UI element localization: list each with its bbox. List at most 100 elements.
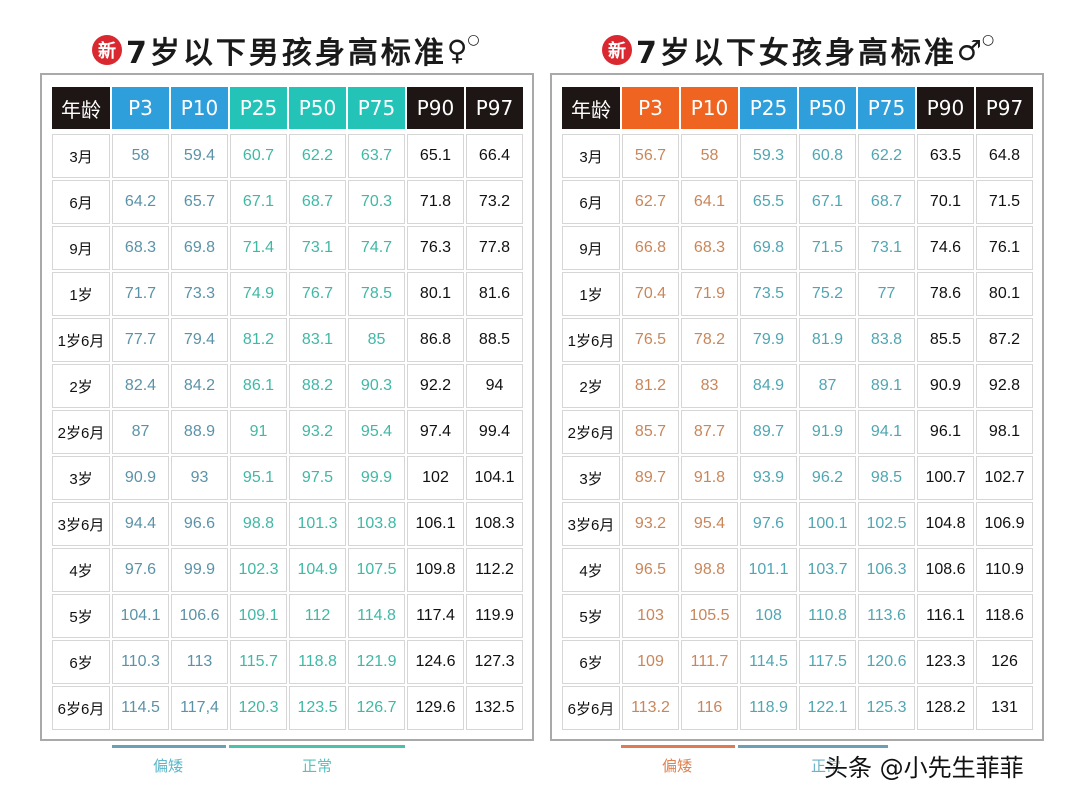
legend-short-label: 偏矮	[662, 757, 693, 775]
gender-symbol-icon: ♂	[956, 33, 982, 67]
height-value-cell: 79.4	[171, 318, 228, 362]
height-value-cell: 102.5	[858, 502, 915, 546]
age-cell: 2岁	[562, 364, 620, 408]
height-value-cell: 88.2	[289, 364, 346, 408]
age-cell: 6岁	[52, 640, 110, 684]
height-value-cell: 97.6	[740, 502, 797, 546]
height-value-cell: 100.7	[917, 456, 974, 500]
age-cell: 1岁6月	[562, 318, 620, 362]
height-value-cell: 81.2	[622, 364, 679, 408]
height-value-cell: 93	[171, 456, 228, 500]
height-value-cell: 108.3	[466, 502, 523, 546]
height-value-cell: 115.7	[230, 640, 287, 684]
height-value-cell: 59.4	[171, 134, 228, 178]
height-value-cell: 78.6	[917, 272, 974, 316]
height-value-cell: 91	[230, 410, 287, 454]
height-value-cell: 94.1	[858, 410, 915, 454]
girls-title-text: 7岁以下女孩身高标准	[636, 36, 957, 71]
height-value-cell: 90.3	[348, 364, 405, 408]
height-value-cell: 105.5	[681, 594, 738, 638]
height-value-cell: 88.9	[171, 410, 228, 454]
height-value-cell: 68.7	[289, 180, 346, 224]
height-value-cell: 118.6	[976, 594, 1033, 638]
height-value-cell: 97.5	[289, 456, 346, 500]
height-value-cell: 95.4	[348, 410, 405, 454]
height-value-cell: 74.6	[917, 226, 974, 270]
column-header-p75: P75	[348, 87, 405, 129]
height-value-cell: 84.9	[740, 364, 797, 408]
height-value-cell: 113.6	[858, 594, 915, 638]
height-value-cell: 78.2	[681, 318, 738, 362]
height-value-cell: 59.3	[740, 134, 797, 178]
height-value-cell: 74.7	[348, 226, 405, 270]
height-value-cell: 62.2	[289, 134, 346, 178]
age-cell: 6岁6月	[562, 686, 620, 730]
age-cell: 2岁6月	[52, 410, 110, 454]
height-value-cell: 107.5	[348, 548, 405, 592]
height-value-cell: 98.1	[976, 410, 1033, 454]
height-value-cell: 99.9	[171, 548, 228, 592]
height-value-cell: 76.3	[407, 226, 464, 270]
age-cell: 4岁	[52, 548, 110, 592]
height-value-cell: 117.5	[799, 640, 856, 684]
column-header-p90: P90	[917, 87, 974, 129]
girls-legend: 偏矮 正常	[0, 745, 1080, 785]
height-value-cell: 68.7	[858, 180, 915, 224]
height-value-cell: 80.1	[976, 272, 1033, 316]
height-value-cell: 79.9	[740, 318, 797, 362]
column-header-p3: P3	[112, 87, 169, 129]
height-value-cell: 123.3	[917, 640, 974, 684]
legend-short-label: 偏矮	[153, 757, 184, 775]
height-value-cell: 90.9	[112, 456, 169, 500]
height-value-cell: 87.2	[976, 318, 1033, 362]
height-value-cell: 85.7	[622, 410, 679, 454]
height-value-cell: 125.3	[858, 686, 915, 730]
height-value-cell: 113.2	[622, 686, 679, 730]
age-cell: 3岁6月	[52, 502, 110, 546]
age-cell: 1岁	[52, 272, 110, 316]
height-value-cell: 93.9	[740, 456, 797, 500]
height-value-cell: 68.3	[112, 226, 169, 270]
height-value-cell: 106.6	[171, 594, 228, 638]
height-value-cell: 92.2	[407, 364, 464, 408]
height-value-cell: 58	[112, 134, 169, 178]
height-value-cell: 117.4	[407, 594, 464, 638]
height-value-cell: 109.1	[230, 594, 287, 638]
age-cell: 2岁6月	[562, 410, 620, 454]
height-value-cell: 73.1	[858, 226, 915, 270]
height-value-cell: 60.7	[230, 134, 287, 178]
age-cell: 9月	[52, 226, 110, 270]
height-value-cell: 86.1	[230, 364, 287, 408]
girls-table-frame: 年龄 P3 P10 P25 P50 P75 P90 P97 3月 56.7 58 59.3 60.8 62…	[550, 73, 1044, 741]
height-value-cell: 110.3	[112, 640, 169, 684]
height-value-cell: 77.8	[466, 226, 523, 270]
height-value-cell: 101.1	[740, 548, 797, 592]
height-value-cell: 97.4	[407, 410, 464, 454]
height-value-cell: 66.8	[622, 226, 679, 270]
height-value-cell: 99.4	[466, 410, 523, 454]
height-value-cell: 116.1	[917, 594, 974, 638]
height-value-cell: 73.1	[289, 226, 346, 270]
height-value-cell: 66.4	[466, 134, 523, 178]
height-value-cell: 124.6	[407, 640, 464, 684]
column-header-p50: P50	[289, 87, 346, 129]
height-value-cell: 120.6	[858, 640, 915, 684]
boys-table-frame: 年龄 P3 P10 P25 P50 P75 P90 P97 3月 58 59.4 60.7 62.2 63…	[40, 73, 534, 741]
height-value-cell: 93.2	[289, 410, 346, 454]
height-value-cell: 113	[171, 640, 228, 684]
height-value-cell: 86.8	[407, 318, 464, 362]
height-value-cell: 67.1	[799, 180, 856, 224]
height-value-cell: 87.7	[681, 410, 738, 454]
height-value-cell: 81.9	[799, 318, 856, 362]
height-value-cell: 104.1	[466, 456, 523, 500]
height-value-cell: 89.7	[740, 410, 797, 454]
height-value-cell: 83	[681, 364, 738, 408]
height-value-cell: 95.1	[230, 456, 287, 500]
age-cell: 6岁	[562, 640, 620, 684]
height-value-cell: 103	[622, 594, 679, 638]
boys-height-table: 年龄 P3 P10 P25 P50 P75 P90 P97 3月 58 59.4 60.7 62.2 63…	[52, 87, 523, 730]
height-value-cell: 98.8	[230, 502, 287, 546]
height-value-cell: 126.7	[348, 686, 405, 730]
column-header-p10: P10	[171, 87, 228, 129]
height-value-cell: 78.5	[348, 272, 405, 316]
